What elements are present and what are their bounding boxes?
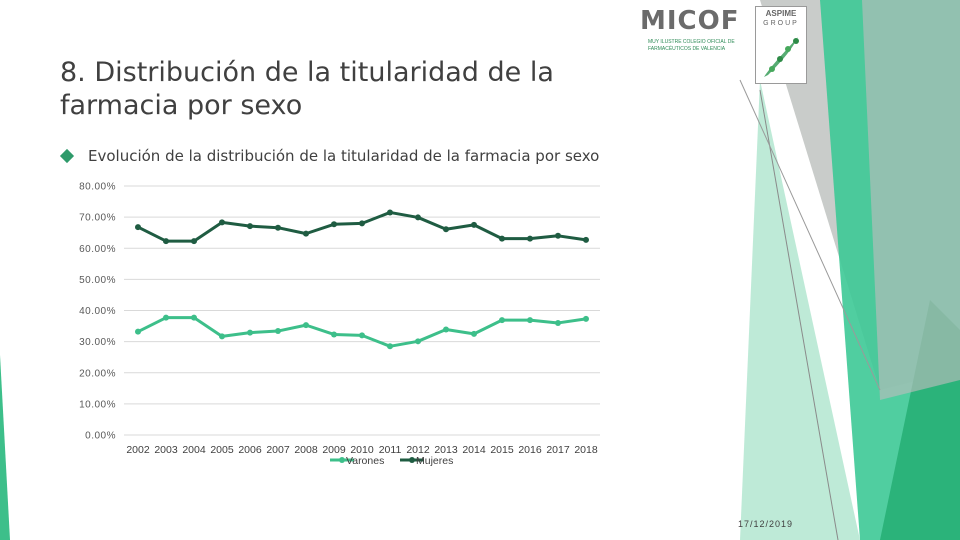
x-tick-label: 2010 <box>350 444 374 456</box>
y-tick-label: 40.00% <box>79 306 116 317</box>
slide-date: 17/12/2019 <box>738 519 794 529</box>
data-point-varones <box>387 343 393 350</box>
y-tick-label: 80.00% <box>79 182 116 193</box>
x-tick-label: 2018 <box>574 444 598 456</box>
x-tick-label: 2011 <box>379 444 402 456</box>
x-tick-label: 2007 <box>266 444 290 456</box>
data-point-varones <box>415 338 421 345</box>
x-tick-label: 2016 <box>518 444 542 456</box>
data-point-varones <box>135 328 141 335</box>
x-tick-label: 2004 <box>182 444 206 456</box>
data-point-varones <box>219 333 225 340</box>
right-green-panel-2 <box>740 80 860 540</box>
y-tick-label: 60.00% <box>79 244 116 255</box>
legend-label-varones: Varones <box>346 455 384 467</box>
right-divider-line-1 <box>759 89 839 540</box>
micof-logo-subtext: MUY ILUSTRE COLEGIO OFICIAL DE FARMACÉUT… <box>648 39 735 52</box>
aspime-logo: ASPIME GROUP <box>755 6 807 84</box>
data-point-varones <box>191 314 197 321</box>
legend-label-mujeres: Mujeres <box>416 455 453 467</box>
data-point-varones <box>163 314 169 321</box>
data-point-varones <box>359 332 365 339</box>
data-point-varones <box>471 330 477 337</box>
aspime-logo-subtext: GROUP <box>763 20 799 27</box>
data-point-varones <box>331 331 337 338</box>
micof-logo-text: MICOF <box>640 6 740 36</box>
chart-subtitle: Evolución de la distribución de la titul… <box>88 147 600 165</box>
data-point-mujeres <box>135 224 141 231</box>
data-point-varones <box>527 317 533 324</box>
x-tick-label: 2008 <box>294 444 318 456</box>
data-point-mujeres <box>443 226 449 233</box>
data-point-varones <box>555 319 561 326</box>
y-tick-label: 10.00% <box>79 399 116 410</box>
x-tick-label: 2013 <box>434 444 458 456</box>
right-gray-overlay <box>862 0 960 400</box>
x-tick-label: 2002 <box>126 444 150 456</box>
page-title: 8. Distribución de la titularidad de la … <box>60 57 554 121</box>
data-point-mujeres <box>219 219 225 226</box>
micof-logo: MICOF MUY ILUSTRE COLEGIO OFICIAL DE FAR… <box>640 6 740 54</box>
data-point-mujeres <box>555 232 561 239</box>
data-point-mujeres <box>275 224 281 231</box>
left-edge-shape <box>0 355 10 540</box>
data-point-mujeres <box>247 223 253 230</box>
data-point-mujeres <box>331 221 337 228</box>
x-tick-label: 2017 <box>546 444 570 456</box>
data-point-mujeres <box>583 236 589 243</box>
data-point-varones <box>443 326 449 333</box>
data-point-varones <box>499 317 505 324</box>
aspime-logo-text: ASPIME <box>765 9 797 18</box>
x-tick-label: 2003 <box>154 444 178 456</box>
right-divider-line-2 <box>739 79 881 391</box>
data-point-varones <box>303 322 309 329</box>
data-point-mujeres <box>303 230 309 237</box>
x-tick-label: 2009 <box>322 444 346 456</box>
legend-marker-mujeres <box>409 457 415 463</box>
data-point-varones <box>247 329 253 336</box>
data-point-mujeres <box>359 220 365 227</box>
y-tick-label: 70.00% <box>79 213 116 224</box>
aspime-leaf-icon <box>764 37 799 77</box>
data-point-varones <box>583 315 589 322</box>
x-tick-label: 2005 <box>210 444 234 456</box>
x-tick-label: 2015 <box>490 444 514 456</box>
data-point-mujeres <box>527 235 533 242</box>
x-tick-label: 2012 <box>406 444 430 456</box>
y-tick-label: 30.00% <box>79 337 116 348</box>
y-tick-label: 20.00% <box>79 368 116 379</box>
y-tick-label: 0.00% <box>85 431 116 442</box>
legend-marker-varones <box>339 457 345 463</box>
data-point-mujeres <box>499 235 505 242</box>
data-point-varones <box>275 328 281 335</box>
data-point-mujeres <box>191 238 197 245</box>
data-point-mujeres <box>387 209 393 216</box>
data-point-mujeres <box>163 238 169 245</box>
x-tick-label: 2006 <box>238 444 262 456</box>
data-point-mujeres <box>415 214 421 221</box>
y-tick-label: 50.00% <box>79 275 116 286</box>
data-point-mujeres <box>471 221 477 228</box>
x-tick-label: 2014 <box>462 444 486 456</box>
subtitle-bullet-row: Evolución de la distribución de la titul… <box>59 147 600 165</box>
